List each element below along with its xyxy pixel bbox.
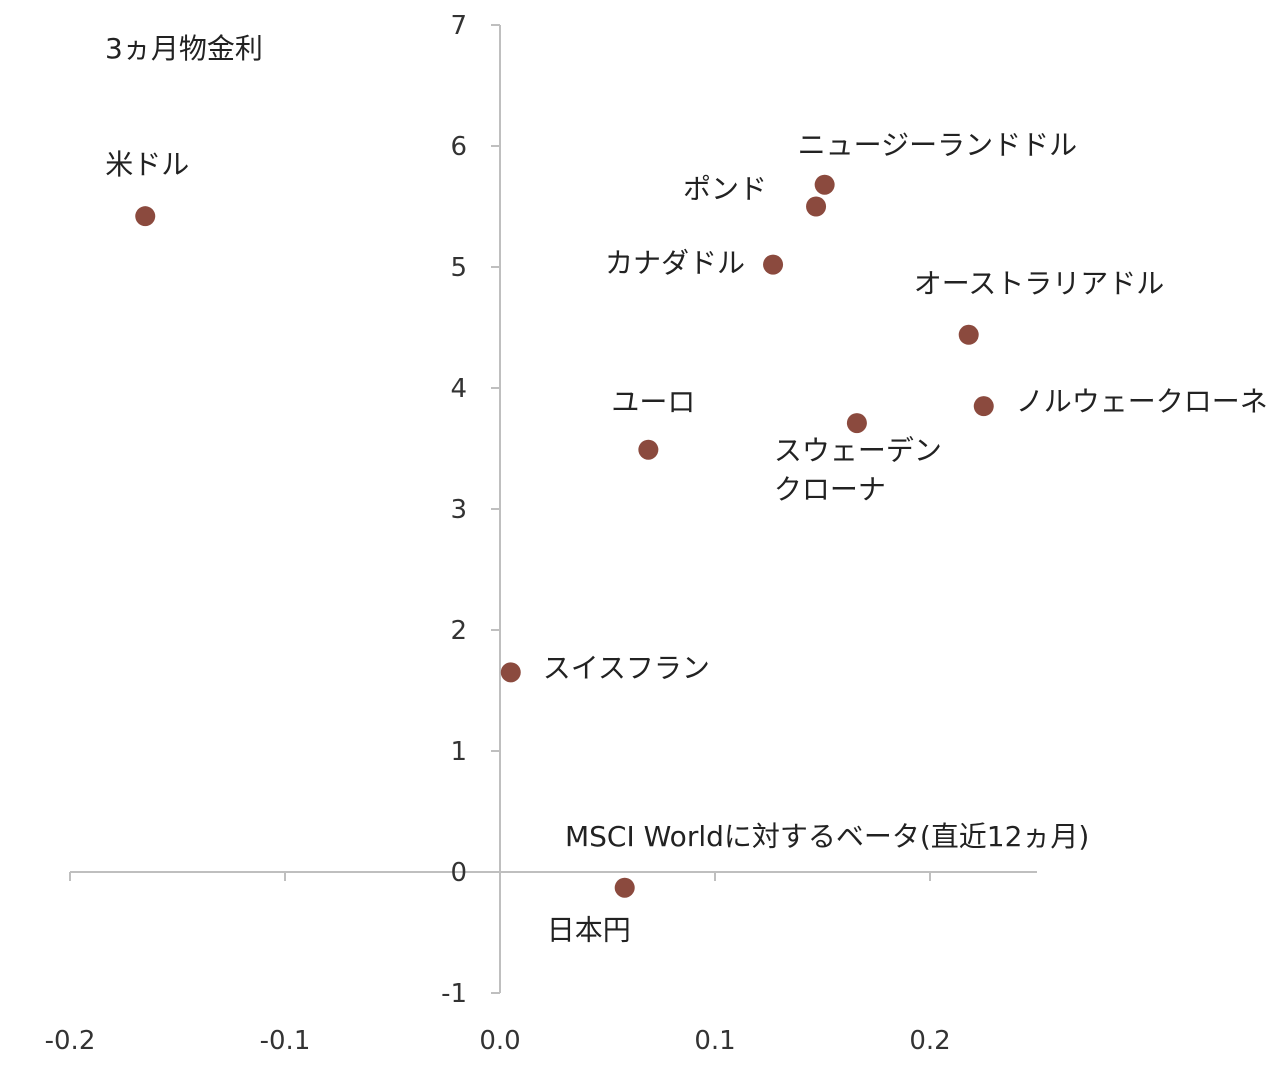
point-label: カナダドル: [605, 247, 745, 280]
x-tick-label: 0.1: [694, 1026, 735, 1056]
point-label: 米ドル: [105, 148, 189, 181]
data-point: [135, 206, 156, 227]
x-tick-label: -0.2: [45, 1026, 96, 1056]
y-tick-label: 5: [450, 253, 467, 283]
data-point: [806, 196, 827, 217]
point-label: スイスフラン: [543, 651, 710, 684]
data-point: [763, 254, 784, 275]
data-point: [614, 877, 635, 898]
y-tick-label: 7: [450, 11, 467, 41]
point-labels: 米ドル ニュージーランドドルポンドカナダドルオーストラリアドルノルウェークローネス…: [105, 129, 1268, 947]
data-point: [846, 413, 867, 434]
tick-labels: -0.2 -0.1 0.0 0.1 0.2 7 6 5 4 3 2 1 0 -1: [45, 11, 951, 1056]
y-tick-label: 4: [450, 374, 467, 404]
y-tick-label: -1: [441, 979, 467, 1009]
point-label: オーストラリアドル: [914, 267, 1165, 300]
point-label: ユーロ: [611, 386, 695, 419]
data-points: [135, 174, 994, 898]
axes: [69, 24, 1037, 994]
y-axis-title: 3ヵ月物金利: [105, 32, 263, 65]
y-tick-label: 2: [450, 616, 467, 646]
data-point: [638, 439, 659, 460]
point-label: 日本円: [547, 914, 631, 947]
point-label: ポンド: [683, 173, 767, 206]
point-label-line2: クローナ: [774, 473, 886, 506]
y-tick-label: 6: [450, 132, 467, 162]
x-tick-label: -0.1: [260, 1026, 311, 1056]
data-point: [958, 324, 979, 345]
point-label: ニュージーランドドル: [798, 129, 1077, 162]
y-tick-label: 0: [450, 858, 467, 888]
x-tick-label: 0.2: [909, 1026, 950, 1056]
data-point: [973, 396, 994, 417]
data-point: [814, 174, 835, 195]
point-label: スウェーデン: [774, 434, 942, 467]
point-label: ノルウェークローネ: [1016, 385, 1268, 418]
x-axis-title: MSCI Worldに対するベータ(直近12ヵ月): [565, 820, 1089, 853]
x-tick-label: 0.0: [479, 1026, 520, 1056]
data-point: [500, 662, 521, 683]
y-tick-label: 3: [450, 495, 467, 525]
y-tick-label: 1: [450, 737, 467, 767]
